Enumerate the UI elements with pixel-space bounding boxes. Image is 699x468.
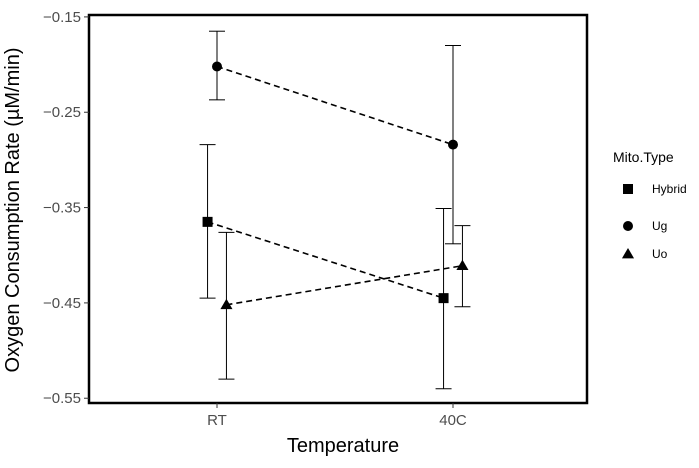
data-point-uo [456, 259, 469, 271]
y-tick-label: −0.55 [43, 390, 81, 407]
x-tick-label: 40C [439, 412, 467, 429]
legend-marker-circle-icon [623, 221, 633, 231]
data-point-uo [220, 298, 233, 310]
legend-marker-triangle-icon [621, 247, 635, 259]
data-point-hybrid [202, 216, 213, 227]
legend-marker-square-icon [623, 184, 633, 194]
y-tick-label: −0.35 [43, 200, 81, 217]
data-point-ug [212, 61, 222, 72]
legend-item-hybrid: Hybrid [623, 182, 687, 196]
legend-label: Ug [652, 219, 667, 233]
data-point-ug [448, 139, 458, 150]
error-bars-layer [199, 30, 471, 390]
data-point-hybrid [438, 293, 449, 304]
y-tick-label: −0.45 [43, 295, 81, 312]
axes-layer: −0.15 −0.25 −0.35 −0.45 −0.55 RT 40C [43, 9, 589, 429]
x-axis-title: Temperature [287, 435, 399, 457]
y-axis-title: Oxygen Consumption Rate (µM/min) [2, 48, 24, 373]
y-tick-label: −0.25 [43, 104, 81, 121]
x-tick-label: RT [207, 412, 227, 429]
y-tick-label: −0.15 [43, 9, 81, 26]
legend-item-uo: Uo [621, 247, 668, 261]
points-layer [202, 61, 469, 310]
legend-item-ug: Ug [623, 219, 667, 233]
plot-panel-border [87, 13, 589, 405]
series-lines-layer [207, 65, 463, 306]
series-line-ug [216, 65, 454, 146]
series-line-uo [226, 264, 463, 306]
legend-label: Hybrid [652, 182, 687, 196]
series-line-hybrid [207, 221, 444, 299]
legend: Mito.Type Hybrid Ug Uo [613, 149, 687, 261]
legend-title: Mito.Type [613, 149, 674, 165]
legend-label: Uo [652, 247, 668, 261]
